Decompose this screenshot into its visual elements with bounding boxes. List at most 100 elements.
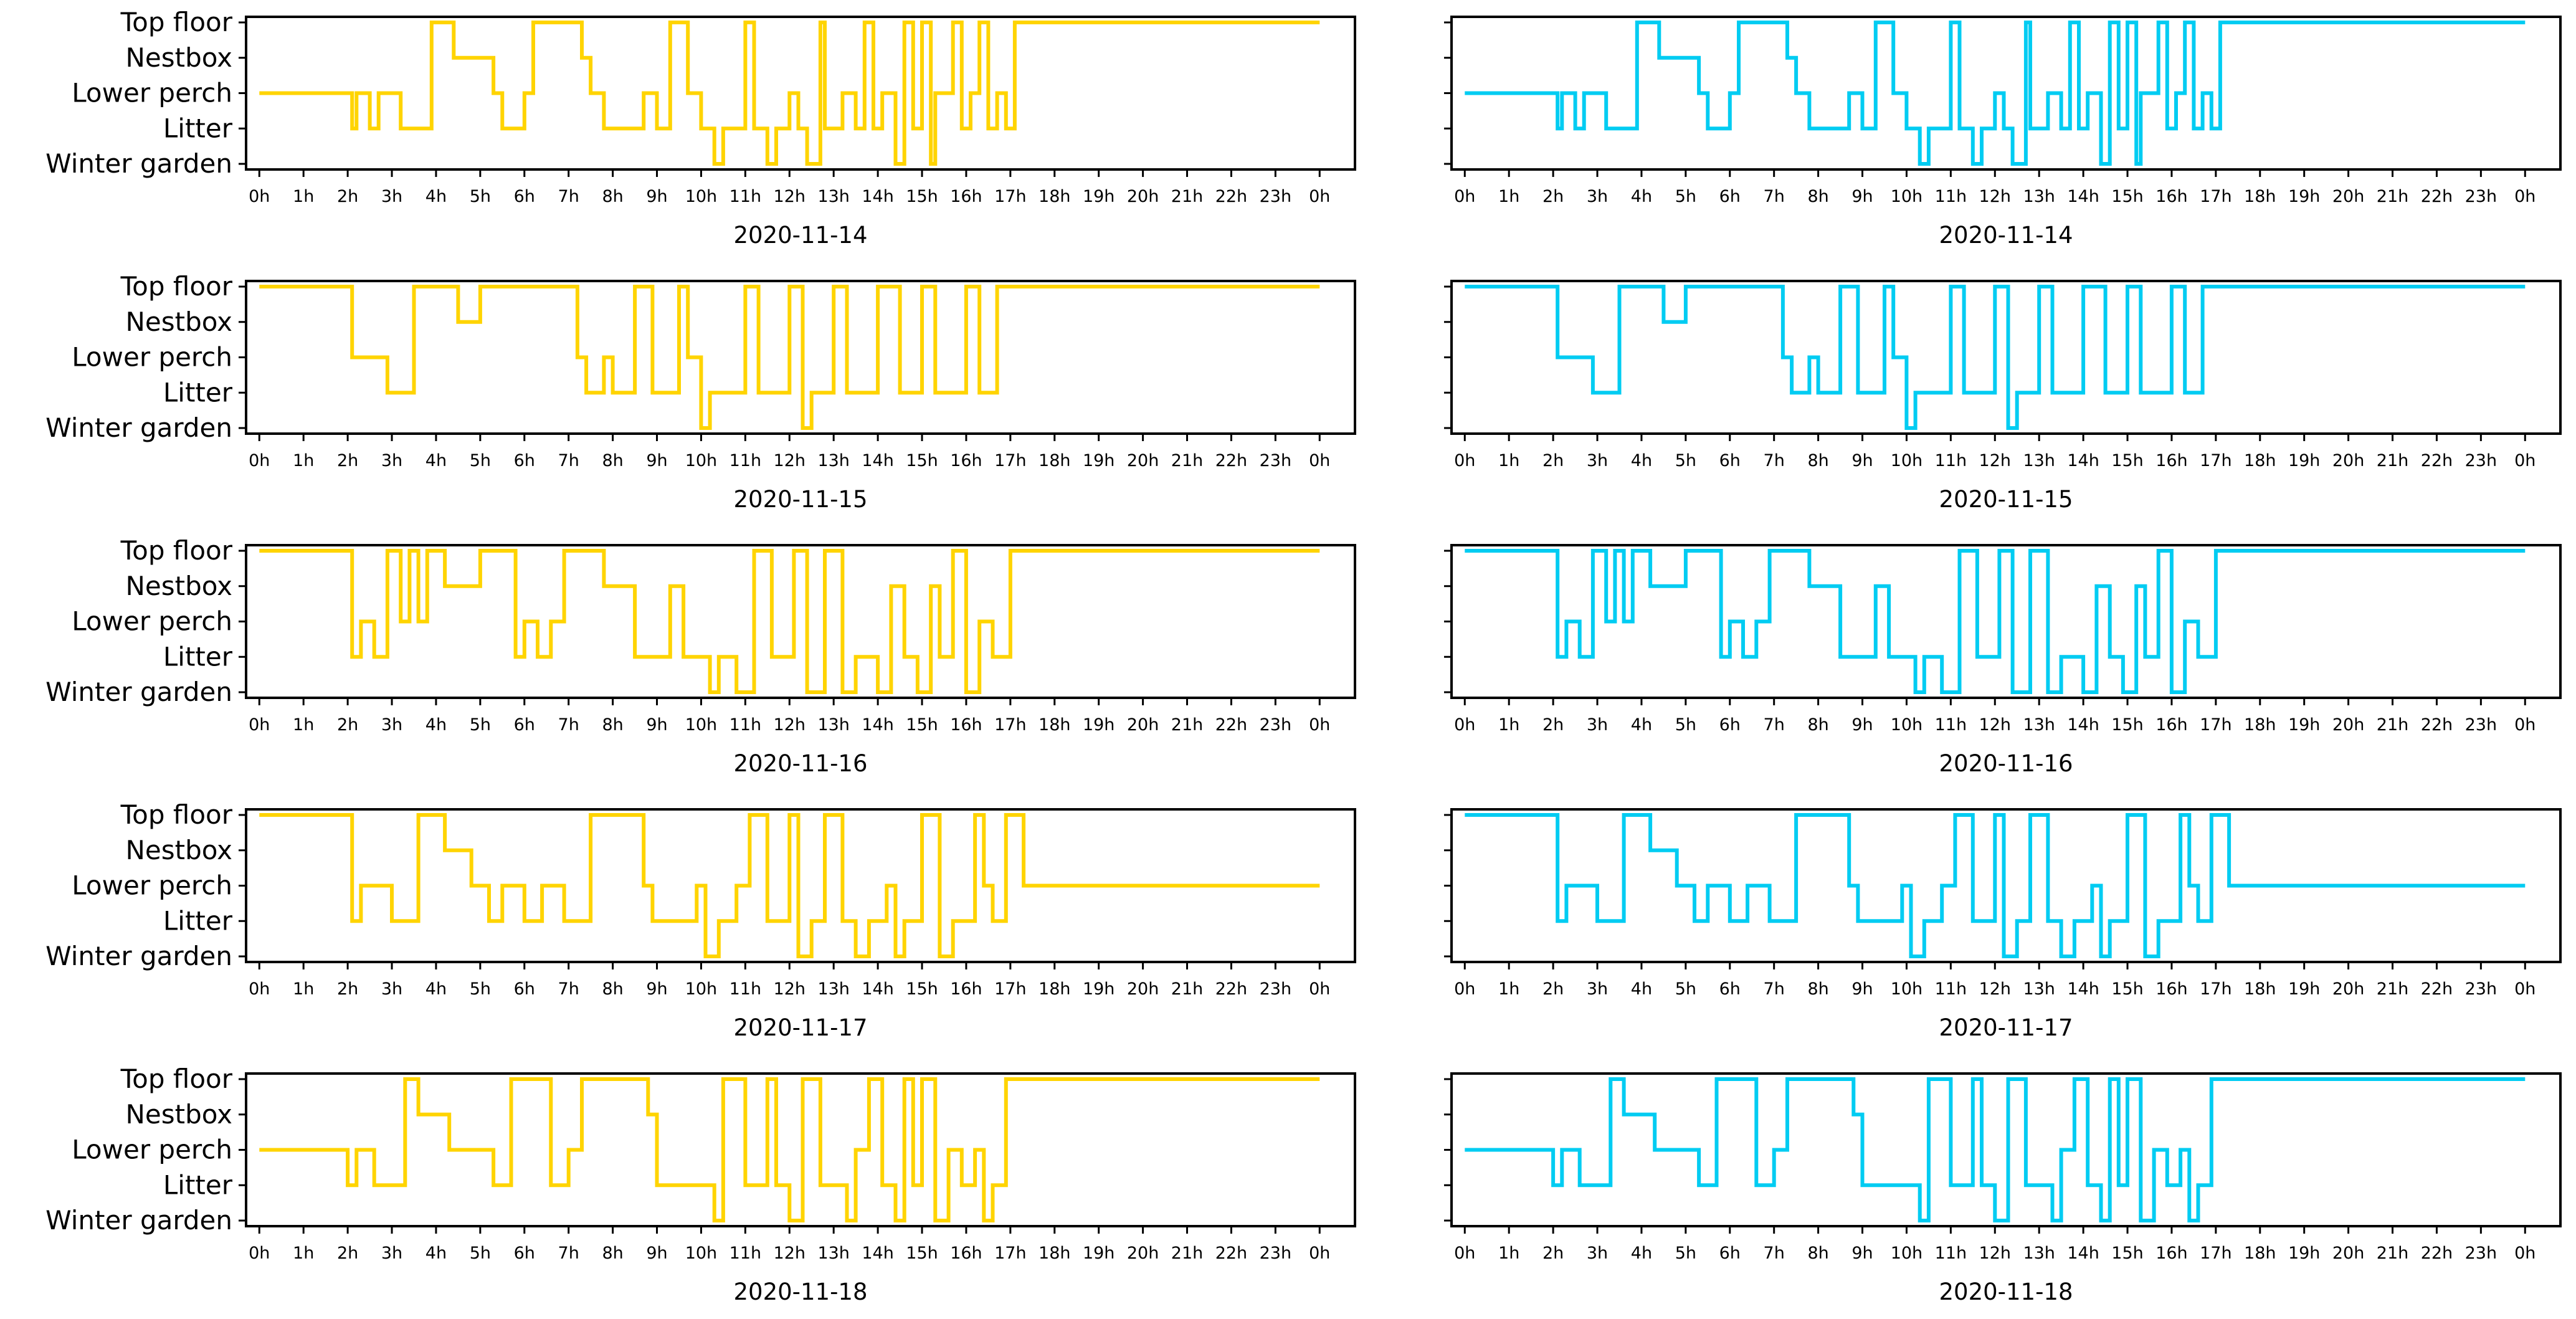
x-tick-label: 8h: [1807, 451, 1828, 470]
x-tick-label: 0h: [2514, 187, 2536, 206]
x-tick-label: 14h: [862, 979, 893, 999]
x-tick-label: 17h: [994, 715, 1026, 735]
x-tick-label: 14h: [862, 1244, 893, 1263]
x-tick-label: 6h: [514, 451, 535, 470]
x-tick-label: 20h: [1127, 1244, 1159, 1263]
x-tick-label: 16h: [2155, 187, 2187, 206]
x-tick-label: 1h: [293, 451, 314, 470]
date-label: 2020-11-18: [733, 1279, 867, 1305]
activity-series-left: [259, 549, 1320, 694]
x-tick-label: 6h: [514, 715, 535, 735]
x-tick-label: 0h: [1309, 451, 1330, 470]
x-tick-label: 8h: [1807, 979, 1828, 999]
x-tick-label: 0h: [1454, 715, 1475, 735]
x-tick-label: 4h: [1631, 979, 1652, 999]
x-tick-label: 22h: [2421, 979, 2453, 999]
x-tick-label: 14h: [862, 451, 893, 470]
x-tick-label: 10h: [1891, 1244, 1922, 1263]
x-tick-label: 22h: [1215, 979, 1247, 999]
subplot-2020-11-15-left: Winter garden Litter Lower perch Nestbox Top…: [45, 271, 1356, 513]
x-tick-label: 9h: [646, 979, 667, 999]
x-tick-label: 19h: [1083, 1244, 1115, 1263]
x-tick-label: 11h: [1935, 451, 1967, 470]
x-tick-label: 5h: [1675, 1244, 1696, 1263]
x-tick-label: 13h: [817, 451, 849, 470]
x-tick-label: 2h: [337, 451, 358, 470]
x-tick-label: 18h: [2244, 451, 2276, 470]
x-tick-label: 17h: [2200, 715, 2231, 735]
x-tick-label: 2h: [337, 715, 358, 735]
y-tick-label: Litter: [163, 113, 233, 143]
x-tick-label: 17h: [994, 187, 1026, 206]
x-tick-label: 0h: [1454, 1244, 1475, 1263]
x-tick-label: 18h: [1038, 715, 1070, 735]
x-tick-label: 12h: [774, 715, 806, 735]
x-tick-label: 8h: [1807, 715, 1828, 735]
x-tick-label: 5h: [1675, 451, 1696, 470]
x-tick-label: 10h: [1891, 187, 1922, 206]
x-tick-label: 20h: [2332, 451, 2364, 470]
x-tick-label: 17h: [2200, 187, 2231, 206]
x-tick-label: 7h: [1764, 1244, 1785, 1263]
x-tick-label: 0h: [1309, 1244, 1330, 1263]
x-tick-label: 7h: [558, 451, 579, 470]
x-tick-label: 5h: [470, 187, 491, 206]
activity-series-left: [259, 1077, 1320, 1222]
x-tick-label: 11h: [1935, 715, 1967, 735]
x-tick-label: 22h: [2421, 715, 2453, 735]
y-tick-label: Lower perch: [72, 342, 232, 373]
x-tick-label: 19h: [1083, 979, 1115, 999]
activity-series-left: [259, 813, 1320, 958]
x-tick-label: 0h: [1454, 187, 1475, 206]
x-tick-label: 18h: [1038, 451, 1070, 470]
y-tick-label: Winter garden: [45, 412, 232, 443]
activity-series-left: [259, 21, 1320, 166]
plot-frame: [1450, 1072, 2562, 1227]
x-tick-label: 14h: [862, 187, 893, 206]
activity-series-right: [1465, 21, 2526, 166]
x-tick-label: 20h: [1127, 715, 1159, 735]
x-tick-label: 9h: [1851, 715, 1873, 735]
x-tick-label: 8h: [1807, 1244, 1828, 1263]
x-tick-label: 11h: [730, 979, 761, 999]
x-tick-label: 21h: [1171, 979, 1203, 999]
x-tick-label: 1h: [1498, 979, 1519, 999]
subplot-2020-11-16-left: Winter garden Litter Lower perch Nestbox Top…: [45, 535, 1356, 777]
x-tick-label: 6h: [514, 187, 535, 206]
x-tick-label: 22h: [2421, 451, 2453, 470]
x-tick-label: 22h: [1215, 187, 1247, 206]
x-tick-label: 18h: [1038, 1244, 1070, 1263]
x-tick-label: 7h: [1764, 451, 1785, 470]
plot-frame: [245, 1072, 1356, 1227]
x-tick-label: 12h: [774, 1244, 806, 1263]
x-tick-label: 7h: [558, 979, 579, 999]
y-tick-label: Top floor: [120, 7, 233, 37]
x-tick-label: 2h: [1542, 1244, 1564, 1263]
x-tick-label: 4h: [425, 187, 447, 206]
x-tick-label: 1h: [293, 187, 314, 206]
y-tick-label: Winter garden: [45, 1205, 232, 1236]
x-tick-label: 15h: [906, 1244, 938, 1263]
x-tick-label: 15h: [2111, 979, 2143, 999]
y-tick-label: Winter garden: [45, 148, 232, 179]
x-tick-label: 16h: [2155, 1244, 2187, 1263]
x-tick-label: 14h: [2067, 451, 2099, 470]
x-tick-label: 21h: [1171, 451, 1203, 470]
x-tick-label: 12h: [774, 979, 806, 999]
subplot-2020-11-16-right: 0h 1h 2h 3h 4h 5h 6h 7h 8h 9h 10h 11h 12h 13h 14h 15h 16…: [1444, 544, 2562, 777]
x-tick-label: 14h: [2067, 715, 2099, 735]
x-tick-label: 0h: [249, 187, 270, 206]
x-tick-label: 4h: [1631, 715, 1652, 735]
plot-frame: [1450, 544, 2562, 699]
x-tick-label: 13h: [817, 715, 849, 735]
x-tick-label: 4h: [425, 715, 447, 735]
x-tick-label: 22h: [1215, 715, 1247, 735]
date-label: 2020-11-16: [733, 750, 867, 777]
x-tick-label: 22h: [1215, 451, 1247, 470]
x-tick-label: 9h: [1851, 1244, 1873, 1263]
x-tick-label: 5h: [470, 451, 491, 470]
x-tick-label: 9h: [646, 1244, 667, 1263]
x-tick-label: 20h: [2332, 715, 2364, 735]
x-tick-label: 1h: [1498, 451, 1519, 470]
subplot-2020-11-17-right: 0h 1h 2h 3h 4h 5h 6h 7h 8h 9h 10h 11h 12h 13h 14h 15h 16…: [1444, 808, 2562, 1041]
